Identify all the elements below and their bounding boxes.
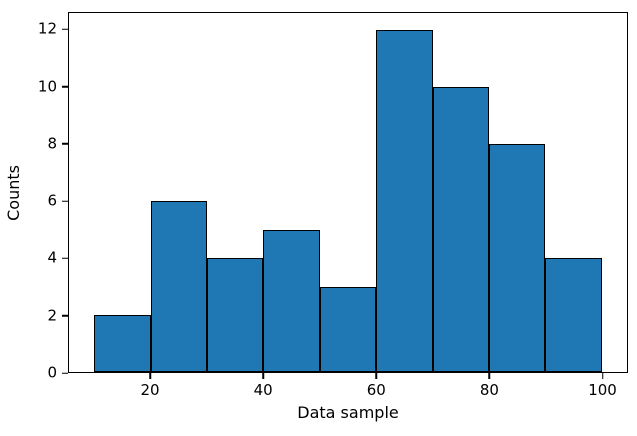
y-tick-label: 2 [47,306,57,325]
x-tick-mark [488,373,491,379]
x-tick-mark [262,373,264,379]
histogram-bar [207,258,264,372]
y-tick-label: 10 [37,77,57,95]
histogram-bar [376,30,433,372]
y-tick-label: 8 [47,134,57,153]
x-tick-label: 80 [479,381,499,399]
x-axis-label: Data sample [297,403,399,422]
plot-area [68,12,628,373]
y-tick-mark [62,314,68,317]
histogram-bar [545,258,602,372]
y-tick-mark [62,143,68,145]
y-tick-mark [62,372,68,374]
y-axis-ticks: 0 2 4 6 8 10 12 [0,12,68,380]
y-tick-label: 12 [37,19,57,38]
y-tick-mark [62,28,68,30]
bars-container [69,13,627,372]
y-tick-label: 6 [47,191,57,210]
x-tick-mark [375,373,378,379]
y-tick-mark [62,200,68,202]
x-axis-ticks: 20 40 60 80 100 [68,373,628,403]
histogram-bar [94,315,151,372]
histogram-bar [263,229,320,372]
y-tick-label: 4 [47,248,57,267]
histogram-bar [319,286,377,372]
y-tick-mark [62,85,68,88]
y-tick-mark [62,257,68,260]
x-tick-label: 20 [140,381,160,399]
x-tick-mark [149,373,151,379]
histogram-bar [432,87,489,372]
y-tick-label: 0 [47,363,57,382]
histogram-bar [150,201,208,372]
x-tick-label: 100 [588,381,617,399]
x-tick-mark [601,373,604,379]
histogram-bar [488,144,546,372]
x-tick-label: 60 [366,381,386,399]
x-tick-label: 40 [253,381,273,399]
